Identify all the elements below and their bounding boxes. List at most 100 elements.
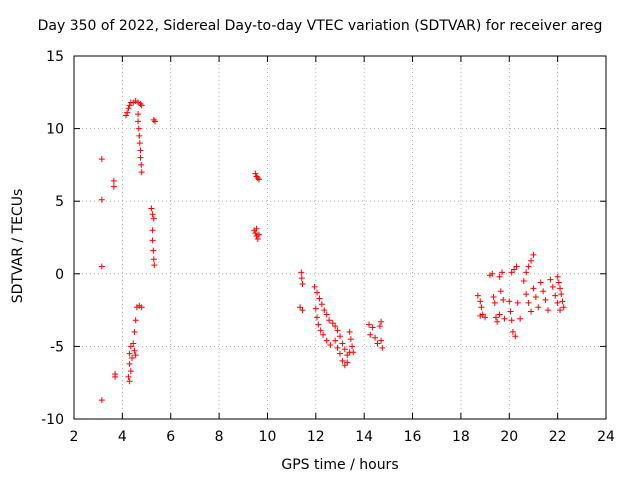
data-point	[321, 307, 328, 314]
data-point	[339, 340, 346, 347]
data-point	[126, 102, 133, 109]
data-point	[149, 237, 156, 244]
data-point	[508, 317, 515, 324]
data-point	[497, 288, 504, 295]
data-point	[136, 140, 143, 147]
data-point	[150, 247, 157, 254]
data-point	[254, 235, 261, 242]
data-point	[500, 296, 507, 303]
data-point	[558, 291, 565, 298]
data-point	[252, 230, 259, 237]
data-point	[127, 343, 134, 350]
data-point	[346, 328, 353, 335]
data-point	[547, 276, 554, 283]
data-point	[132, 352, 139, 359]
data-point	[299, 307, 306, 314]
data-point	[298, 269, 305, 276]
data-point	[372, 334, 379, 341]
data-point	[98, 196, 105, 203]
data-point	[482, 314, 489, 321]
data-point	[514, 299, 521, 306]
data-point	[349, 343, 356, 350]
data-point	[501, 315, 508, 322]
data-point	[129, 355, 136, 362]
data-point	[554, 273, 561, 280]
data-point	[549, 283, 556, 290]
data-point	[125, 373, 132, 380]
y-tick-label: 15	[46, 49, 64, 65]
chart-title: Day 350 of 2022, Sidereal Day-to-day VTE…	[37, 18, 603, 34]
data-point	[376, 323, 383, 330]
data-point	[126, 378, 133, 385]
data-point	[478, 304, 485, 311]
data-point	[532, 294, 539, 301]
data-point	[148, 205, 155, 212]
data-point	[136, 132, 143, 139]
data-point	[494, 318, 501, 325]
data-point	[557, 307, 564, 314]
data-point	[540, 288, 547, 295]
data-point	[523, 291, 530, 298]
data-point	[316, 295, 323, 302]
x-tick-label: 18	[452, 429, 470, 445]
data-point	[517, 315, 524, 322]
data-point	[320, 331, 327, 338]
y-axis-label: SDTVAR / TECUs	[10, 188, 26, 304]
data-point	[525, 263, 532, 270]
data-point	[552, 292, 559, 299]
data-point	[520, 278, 527, 285]
data-point	[135, 111, 142, 118]
data-point	[317, 327, 324, 334]
data-point	[528, 257, 535, 264]
data-point	[327, 341, 334, 348]
x-tick-label: 10	[259, 429, 277, 445]
data-point	[137, 147, 144, 154]
data-point	[555, 279, 562, 286]
data-point	[149, 211, 156, 218]
data-point	[544, 307, 551, 314]
data-point	[379, 344, 386, 351]
data-point	[367, 331, 374, 338]
data-point	[334, 327, 341, 334]
data-point	[138, 161, 145, 168]
data-point	[137, 100, 144, 107]
data-point	[253, 225, 260, 232]
data-point	[496, 311, 503, 318]
data-point	[298, 275, 305, 282]
data-point	[151, 262, 158, 269]
x-tick-label: 20	[500, 429, 518, 445]
y-tick-label: -5	[50, 339, 64, 355]
grid-lines	[74, 56, 606, 419]
data-point	[557, 285, 564, 292]
data-point	[152, 118, 159, 125]
data-point	[323, 337, 330, 344]
data-point	[332, 323, 339, 330]
x-tick-label: 6	[166, 429, 175, 445]
data-point	[496, 273, 503, 280]
data-point	[344, 359, 351, 366]
data-point	[499, 269, 506, 276]
data-point	[98, 263, 105, 270]
data-point	[337, 350, 343, 357]
data-point	[124, 109, 131, 116]
data-point	[315, 321, 322, 328]
data-point	[512, 333, 519, 340]
data-point	[150, 116, 157, 123]
data-point	[332, 337, 339, 344]
data-series	[98, 98, 567, 404]
x-tick-label: 8	[215, 429, 224, 445]
x-tick-label: 2	[70, 429, 79, 445]
data-point	[369, 324, 376, 331]
data-point	[110, 177, 117, 184]
data-point	[535, 304, 542, 311]
data-point	[311, 283, 318, 290]
y-tick-label: 10	[46, 122, 64, 138]
data-point	[252, 170, 259, 177]
x-tick-label: 14	[355, 429, 373, 445]
data-point	[525, 299, 532, 306]
data-point	[489, 270, 496, 277]
data-point	[132, 317, 139, 324]
data-point	[528, 308, 535, 315]
data-point	[255, 231, 262, 238]
